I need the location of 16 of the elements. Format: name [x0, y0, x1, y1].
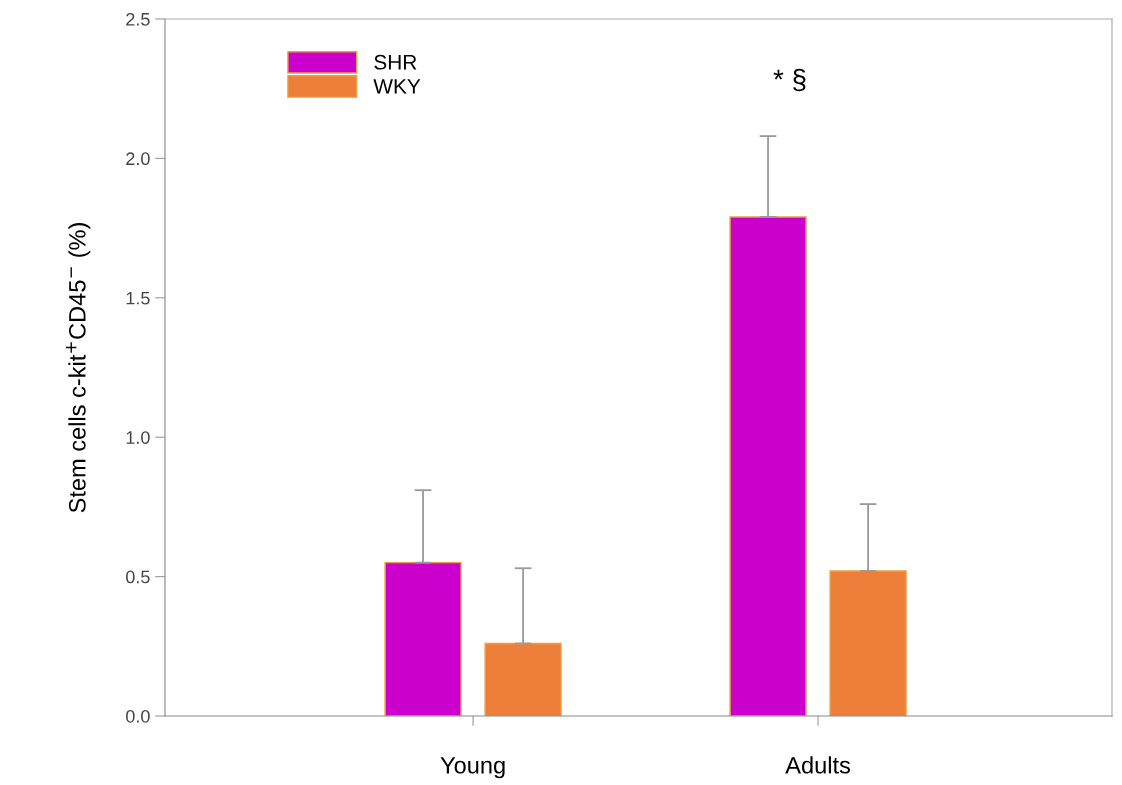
y-tick-label: 0.0 — [126, 709, 150, 723]
y-tick-label: 2.0 — [126, 152, 150, 166]
x-tick-label: Adults — [785, 756, 851, 774]
y-tick-label: 2.5 — [126, 12, 150, 26]
bar — [484, 642, 562, 716]
annotation: * § — [773, 68, 806, 92]
bar — [384, 561, 462, 716]
bar — [829, 570, 907, 716]
y-tick-label: 0.5 — [126, 570, 150, 584]
bar — [729, 216, 807, 716]
y-tick-label: 1.0 — [126, 431, 150, 444]
legend-label: WKY — [373, 79, 421, 94]
x-tick-label: Young — [440, 757, 505, 779]
legend-label: SHR — [374, 54, 417, 70]
y-tick-label: 1.5 — [126, 291, 150, 305]
y-axis-title: Stem cells c-kit$^{+}$CD45$^{−}$ (%) — [66, 223, 91, 513]
